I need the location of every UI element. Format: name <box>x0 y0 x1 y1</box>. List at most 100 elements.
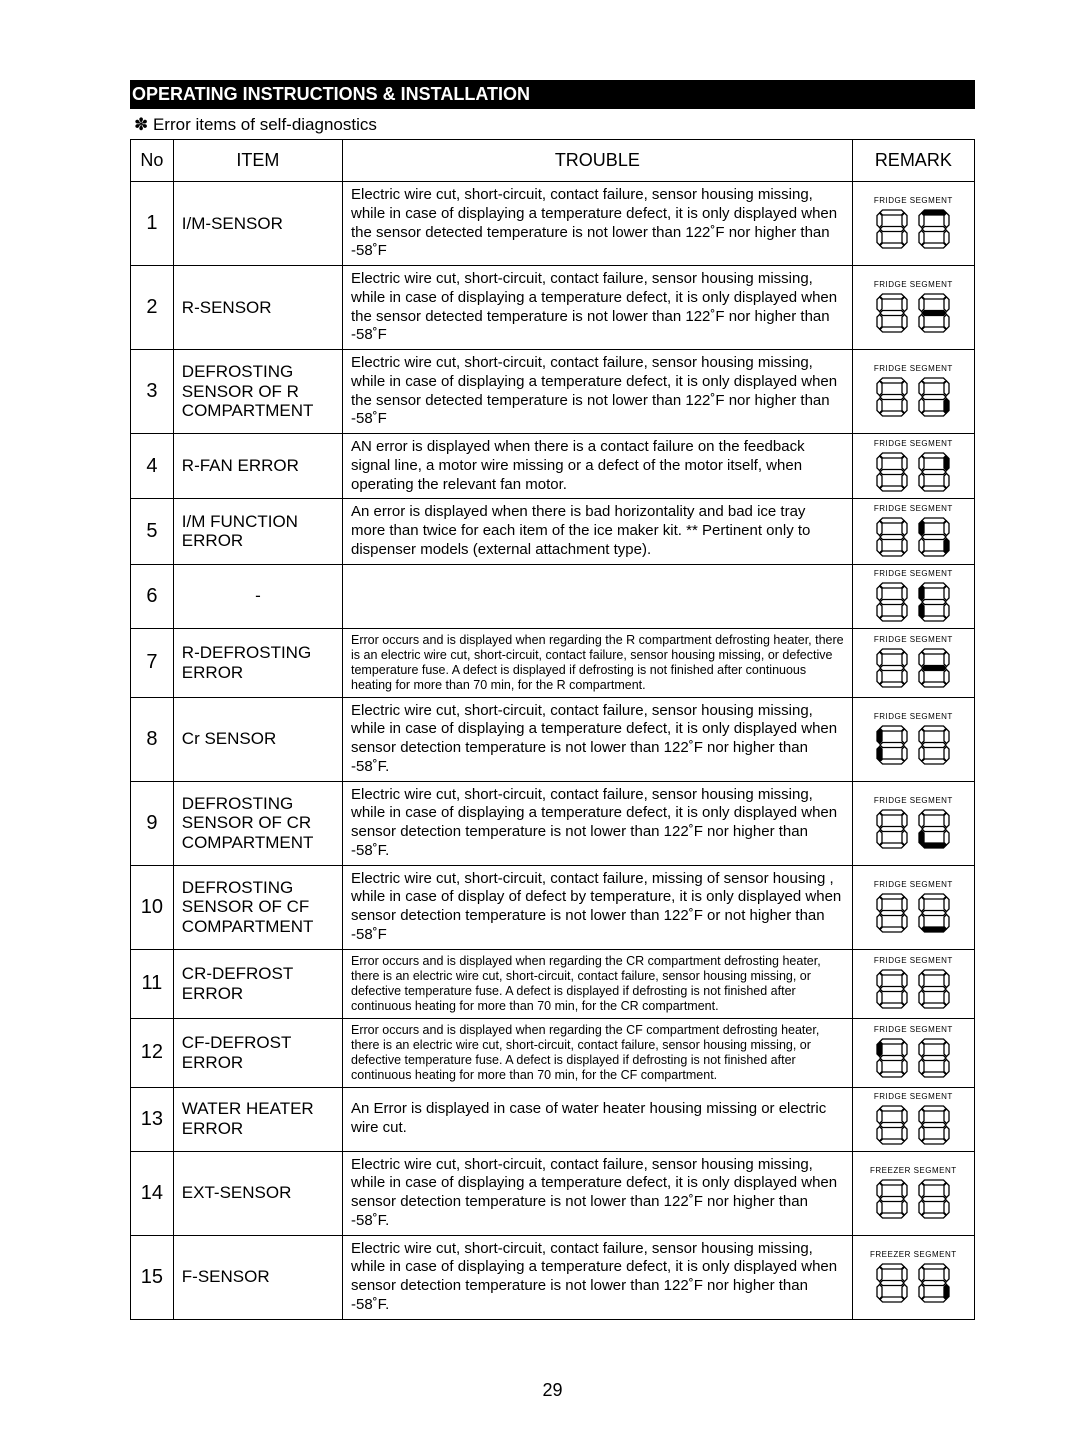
cell-trouble: Electric wire cut, short-circuit, contac… <box>343 182 853 266</box>
segment-digits <box>857 1261 970 1305</box>
table-row: 14EXT-SENSORElectric wire cut, short-cir… <box>131 1151 975 1235</box>
cell-no: 3 <box>131 350 174 434</box>
cell-remark: FRIDGE SEGMENT <box>852 865 974 949</box>
cell-trouble: Electric wire cut, short-circuit, contac… <box>343 1151 853 1235</box>
cell-no: 14 <box>131 1151 174 1235</box>
segment-label: FRIDGE SEGMENT <box>857 439 970 448</box>
cell-item: F-SENSOR <box>173 1235 342 1319</box>
cell-remark: FRIDGE SEGMENT <box>852 628 974 697</box>
cell-no: 2 <box>131 266 174 350</box>
table-header-row: No ITEM TROUBLE REMARK <box>131 140 975 182</box>
segment-digits <box>857 967 970 1011</box>
cell-item: I/M FUNCTION ERROR <box>173 499 342 564</box>
cell-item: R-DEFROSTING ERROR <box>173 628 342 697</box>
cell-trouble: Electric wire cut, short-circuit, contac… <box>343 781 853 865</box>
page-number: 29 <box>130 1380 975 1401</box>
cell-item: - <box>173 564 342 628</box>
segment-label: FRIDGE SEGMENT <box>857 880 970 889</box>
cell-item: DEFROSTING SENSOR OF CR COMPARTMENT <box>173 781 342 865</box>
table-row: 6- FRIDGE SEGMENT <box>131 564 975 628</box>
cell-item: DEFROSTING SENSOR OF CF COMPARTMENT <box>173 865 342 949</box>
cell-no: 12 <box>131 1018 174 1087</box>
cell-no: 9 <box>131 781 174 865</box>
segment-digits <box>857 375 970 419</box>
segment-digits <box>857 1177 970 1221</box>
cell-remark: FRIDGE SEGMENT <box>852 266 974 350</box>
cell-item: EXT-SENSOR <box>173 1151 342 1235</box>
table-row: 10DEFROSTING SENSOR OF CF COMPARTMENTEle… <box>131 865 975 949</box>
segment-label: FRIDGE SEGMENT <box>857 280 970 289</box>
table-row: 5I/M FUNCTION ERRORAn error is displayed… <box>131 499 975 564</box>
cell-trouble: Electric wire cut, short-circuit, contac… <box>343 350 853 434</box>
cell-remark: FRIDGE SEGMENT <box>852 350 974 434</box>
cell-no: 11 <box>131 949 174 1018</box>
cell-item: CF-DEFROST ERROR <box>173 1018 342 1087</box>
table-row: 9DEFROSTING SENSOR OF CR COMPARTMENTElec… <box>131 781 975 865</box>
cell-no: 5 <box>131 499 174 564</box>
col-remark: REMARK <box>852 140 974 182</box>
table-row: 8Cr SENSORElectric wire cut, short-circu… <box>131 697 975 781</box>
table-row: 11CR-DEFROST ERRORError occurs and is di… <box>131 949 975 1018</box>
cell-no: 1 <box>131 182 174 266</box>
cell-item: R-SENSOR <box>173 266 342 350</box>
cell-item: CR-DEFROST ERROR <box>173 949 342 1018</box>
cell-trouble: Error occurs and is displayed when regar… <box>343 628 853 697</box>
cell-no: 4 <box>131 434 174 499</box>
segment-label: FRIDGE SEGMENT <box>857 1092 970 1101</box>
cell-remark: FRIDGE SEGMENT <box>852 949 974 1018</box>
table-row: 3DEFROSTING SENSOR OF R COMPARTMENTElect… <box>131 350 975 434</box>
cell-trouble: Error occurs and is displayed when regar… <box>343 949 853 1018</box>
diagnostics-table: No ITEM TROUBLE REMARK 1I/M-SENSORElectr… <box>130 139 975 1320</box>
col-trouble: TROUBLE <box>343 140 853 182</box>
segment-digits <box>857 580 970 624</box>
segment-digits <box>857 515 970 559</box>
cell-item: WATER HEATER ERROR <box>173 1087 342 1151</box>
cell-no: 15 <box>131 1235 174 1319</box>
cell-remark: FRIDGE SEGMENT <box>852 564 974 628</box>
cell-trouble: Electric wire cut, short-circuit, contac… <box>343 1235 853 1319</box>
cell-item: Cr SENSOR <box>173 697 342 781</box>
cell-remark: FRIDGE SEGMENT <box>852 1018 974 1087</box>
segment-digits <box>857 646 970 690</box>
cell-remark: FRIDGE SEGMENT <box>852 499 974 564</box>
cell-remark: FREEZER SEGMENT <box>852 1235 974 1319</box>
segment-digits <box>857 450 970 494</box>
segment-label: FRIDGE SEGMENT <box>857 956 970 965</box>
cell-no: 6 <box>131 564 174 628</box>
cell-no: 10 <box>131 865 174 949</box>
section-title-bar: OPERATING INSTRUCTIONS & INSTALLATION <box>130 80 975 109</box>
table-row: 2R-SENSORElectric wire cut, short-circui… <box>131 266 975 350</box>
cell-trouble: AN error is displayed when there is a co… <box>343 434 853 499</box>
cell-trouble: Error occurs and is displayed when regar… <box>343 1018 853 1087</box>
segment-label: FREEZER SEGMENT <box>857 1166 970 1175</box>
segment-label: FREEZER SEGMENT <box>857 1250 970 1259</box>
segment-label: FRIDGE SEGMENT <box>857 504 970 513</box>
segment-label: FRIDGE SEGMENT <box>857 364 970 373</box>
cell-trouble: An Error is displayed in case of water h… <box>343 1087 853 1151</box>
cell-trouble: Electric wire cut, short-circuit, contac… <box>343 865 853 949</box>
col-item: ITEM <box>173 140 342 182</box>
cell-remark: FRIDGE SEGMENT <box>852 781 974 865</box>
subtitle: ✽ Error items of self-diagnostics <box>130 113 975 139</box>
segment-label: FRIDGE SEGMENT <box>857 569 970 578</box>
table-row: 12CF-DEFROST ERRORError occurs and is di… <box>131 1018 975 1087</box>
segment-digits <box>857 207 970 251</box>
cell-remark: FRIDGE SEGMENT <box>852 182 974 266</box>
cell-no: 13 <box>131 1087 174 1151</box>
cell-no: 8 <box>131 697 174 781</box>
segment-label: FRIDGE SEGMENT <box>857 1025 970 1034</box>
cell-remark: FRIDGE SEGMENT <box>852 434 974 499</box>
segment-label: FRIDGE SEGMENT <box>857 712 970 721</box>
segment-digits <box>857 291 970 335</box>
cell-trouble: Electric wire cut, short-circuit, contac… <box>343 266 853 350</box>
table-row: 1I/M-SENSORElectric wire cut, short-circ… <box>131 182 975 266</box>
cell-item: DEFROSTING SENSOR OF R COMPARTMENT <box>173 350 342 434</box>
segment-digits <box>857 723 970 767</box>
cell-trouble: An error is displayed when there is bad … <box>343 499 853 564</box>
segment-digits <box>857 1103 970 1147</box>
section-title: OPERATING INSTRUCTIONS & INSTALLATION <box>130 84 530 104</box>
table-row: 13WATER HEATER ERRORAn Error is displaye… <box>131 1087 975 1151</box>
cell-trouble: Electric wire cut, short-circuit, contac… <box>343 697 853 781</box>
cell-remark: FREEZER SEGMENT <box>852 1151 974 1235</box>
cell-remark: FRIDGE SEGMENT <box>852 697 974 781</box>
